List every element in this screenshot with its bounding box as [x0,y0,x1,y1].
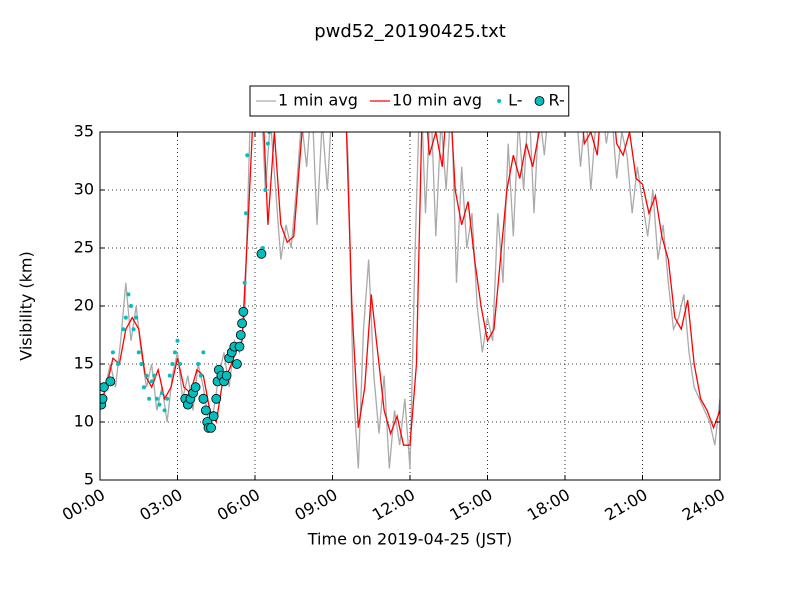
series-marker [167,373,172,378]
series-marker [110,350,115,355]
y-tick-label: 35 [74,122,94,141]
series-marker [157,402,162,407]
legend-swatch [534,96,545,106]
y-tick-label: 20 [74,296,94,315]
series-marker [149,379,154,384]
series-marker [147,396,152,401]
series-line [100,132,720,469]
legend-label: L- [508,91,522,110]
series-marker [170,362,175,366]
series-marker [198,373,203,378]
x-tick-label: 03:00 [136,485,185,525]
series-marker [116,362,121,366]
legend-swatch [497,99,502,103]
x-tick-label: 09:00 [291,485,340,525]
series-marker [141,385,146,390]
series-marker [198,393,209,404]
series-marker [242,280,247,285]
series-marker [265,141,270,146]
series-marker [172,350,177,355]
series-marker [121,327,126,332]
series-marker [196,362,201,366]
x-tick-label: 00:00 [59,485,108,525]
legend-label: 10 min avg [392,91,482,110]
axes: 5 10 15 20 25 30 35 00:00 03:00 06:00 09:00 12:00 15… [59,122,728,525]
x-tick-label: 18:00 [524,485,573,525]
series-marker [160,391,164,395]
series-marker [100,393,108,404]
legend-label: R- [549,91,565,110]
grid [99,131,721,481]
x-tick-label: 06:00 [214,485,263,525]
series-marker [237,318,247,329]
series-marker [131,327,136,332]
y-tick-label: 5 [84,470,94,489]
x-tick-label: 24:00 [679,485,728,525]
plot-area [100,132,720,469]
series-marker [162,408,167,413]
series-marker [208,411,219,422]
series-marker [175,338,180,343]
series-marker [126,292,131,297]
y-tick-label: 15 [74,354,94,373]
chart-title: pwd52_20190425.txt [314,21,506,42]
series-marker [190,382,201,393]
series-marker [256,248,267,259]
y-tick-label: 25 [74,238,94,257]
series-marker [245,153,250,158]
series-marker [134,315,139,320]
series-marker [232,359,242,369]
y-axis-label: Visibility (km) [17,251,36,360]
series-marker [235,330,246,340]
series-marker [221,370,232,381]
series-marker [178,362,183,366]
x-tick-label: 15:00 [446,485,495,525]
x-axis-label: Time on 2019-04-25 (JST) [307,530,512,549]
series-marker [211,393,222,404]
series-marker [129,304,133,308]
x-tick-label: 21:00 [601,485,650,525]
legend-label: 1 min avg [278,91,358,110]
series-marker [123,315,128,320]
series-marker [100,382,109,393]
x-tick-label: 12:00 [369,485,418,525]
series-marker [105,376,116,387]
y-tick-label: 30 [74,180,94,199]
series-marker [206,422,216,433]
series-marker [263,188,268,192]
series-marker [136,350,141,355]
series-marker [201,405,211,416]
series-marker [144,373,149,378]
series-marker [234,341,245,352]
series-marker [243,211,248,216]
series-marker [201,350,206,355]
series-marker [154,396,159,401]
series-marker [152,373,157,378]
series-marker [165,396,170,401]
series-line [100,132,720,446]
series-marker [238,306,249,317]
series-marker [139,362,144,366]
legend-box [249,85,570,117]
legend: 1 min avg 10 min avg L- R- [249,85,570,117]
y-tick-label: 10 [74,412,94,431]
